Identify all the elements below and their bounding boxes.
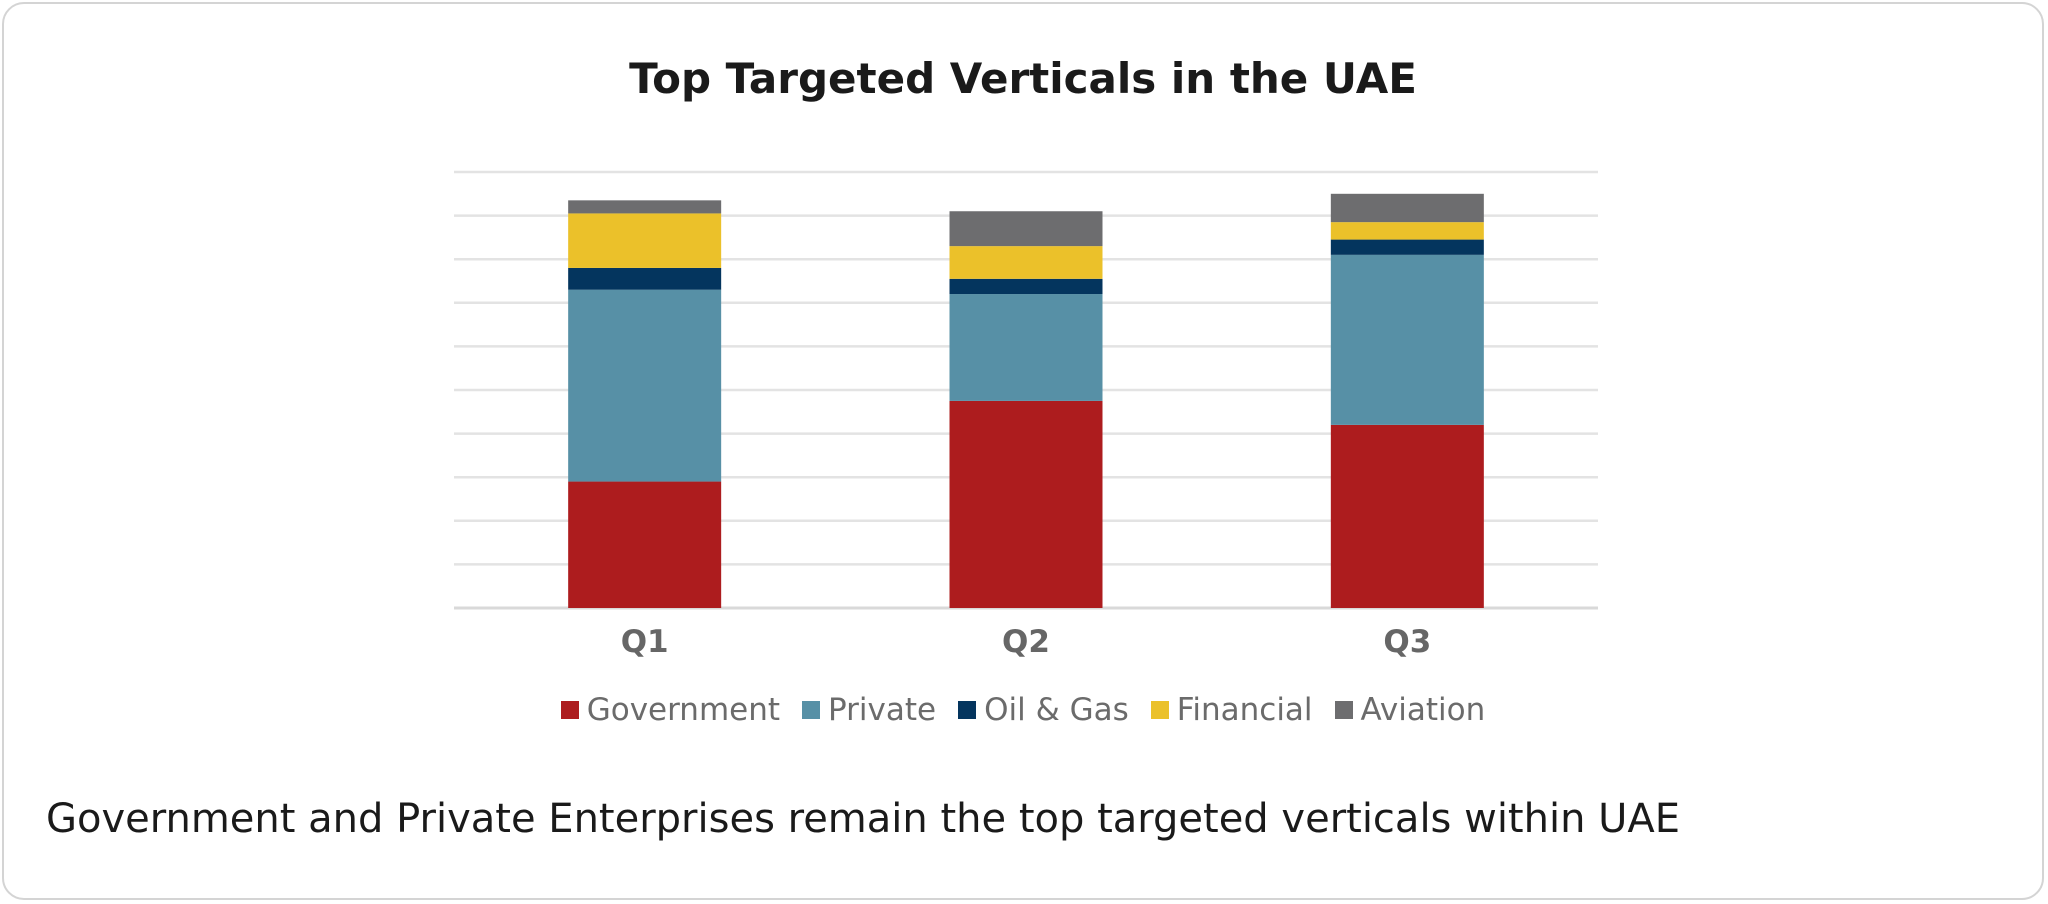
legend-label: Private <box>828 692 937 728</box>
bar-segment-financial-q3 <box>1330 222 1484 240</box>
legend-label: Financial <box>1176 692 1313 728</box>
legend-item: Oil & Gas <box>958 692 1129 728</box>
bar-segment-government-q3 <box>1330 424 1484 608</box>
bar-segment-financial-q2 <box>949 246 1103 279</box>
bars <box>568 193 1484 608</box>
legend-label: Government <box>586 692 781 728</box>
chart-caption: Government and Private Enterprises remai… <box>46 796 1681 842</box>
legend-label: Aviation <box>1360 692 1486 728</box>
bar-segment-oil-gas-q1 <box>568 267 722 290</box>
bar-segment-oil-gas-q3 <box>1330 239 1484 255</box>
stacked-bar-chart: Q1 Q2 Q3 <box>454 170 1598 660</box>
bar-segment-government-q2 <box>949 400 1103 608</box>
legend-swatch <box>560 701 579 719</box>
bar-segment-oil-gas-q2 <box>949 278 1103 295</box>
legend-item: Financial <box>1150 692 1313 728</box>
bar-segment-aviation-q2 <box>949 211 1103 247</box>
legend-swatch <box>1334 701 1353 719</box>
bar-segment-aviation-q1 <box>568 200 722 214</box>
bar-segment-government-q1 <box>568 481 722 608</box>
bar-segment-private-q1 <box>568 289 722 482</box>
bar-segment-private-q2 <box>949 294 1103 401</box>
legend-swatch <box>802 701 821 719</box>
legend-label: Oil & Gas <box>984 692 1129 728</box>
bar-segment-aviation-q3 <box>1330 193 1484 223</box>
x-tick-label: Q2 <box>1002 624 1050 660</box>
x-tick-label: Q3 <box>1383 624 1431 660</box>
x-tick-label: Q1 <box>621 624 669 660</box>
legend-swatch <box>1150 701 1169 719</box>
legend-item: Government <box>560 692 781 728</box>
bar-segment-financial-q1 <box>568 213 722 268</box>
legend-item: Aviation <box>1334 692 1486 728</box>
legend-item: Private <box>802 692 936 728</box>
bar-segment-private-q3 <box>1330 254 1484 425</box>
chart-title: Top Targeted Verticals in the UAE <box>629 54 1417 103</box>
legend: Government Private Oil & Gas Financial Aviat… <box>4 692 2042 728</box>
legend-swatch <box>958 701 977 719</box>
x-tick-labels: Q1 Q2 Q3 <box>621 624 1432 660</box>
